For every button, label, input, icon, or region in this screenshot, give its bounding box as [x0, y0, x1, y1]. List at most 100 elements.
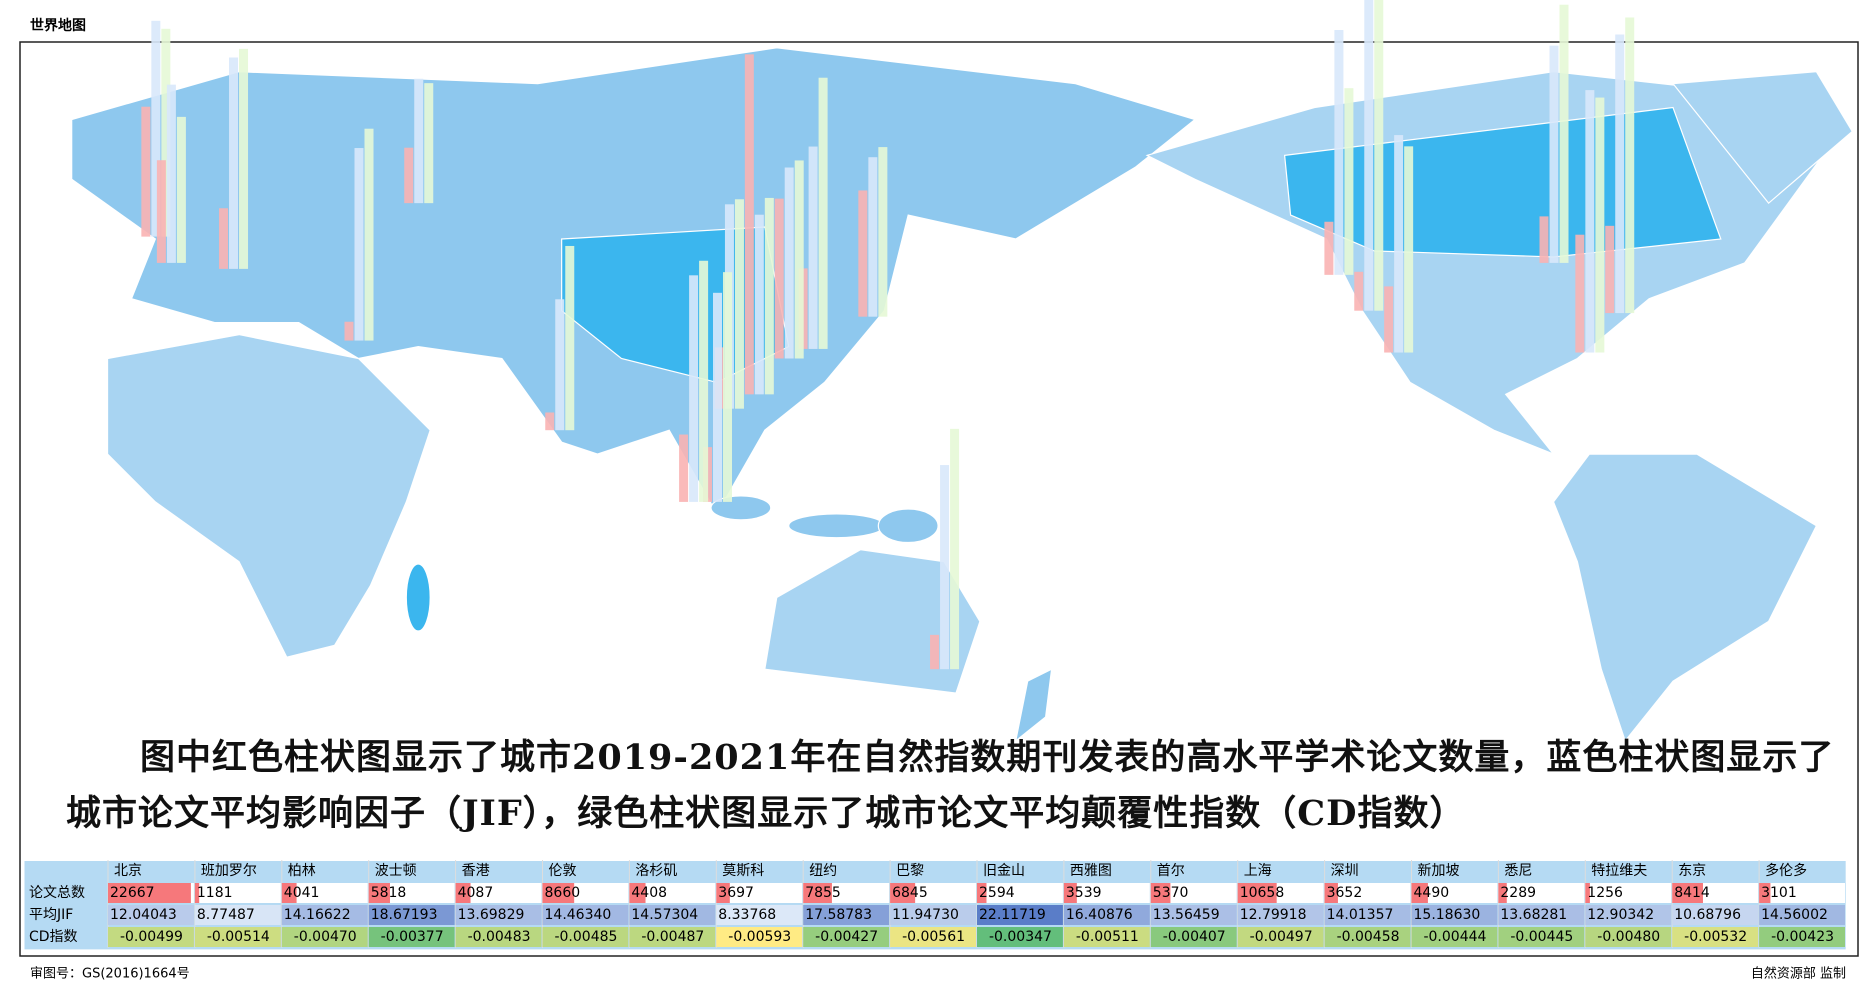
- cell-value: 3539: [1066, 885, 1102, 901]
- cell-heat: [1237, 905, 1324, 925]
- cell-value: 2289: [1500, 885, 1536, 901]
- cell-bg: [1150, 883, 1237, 903]
- cell-value: 22.11719: [979, 907, 1046, 923]
- cell-value: 14.46340: [545, 907, 612, 923]
- jif-bar: [754, 214, 764, 395]
- cell-databar: [890, 883, 916, 903]
- cell-bg: [455, 883, 542, 903]
- cell-heat: [368, 927, 455, 947]
- cell-value: -0.00499: [120, 929, 183, 945]
- cell-bg: [977, 883, 1063, 903]
- jif-bar: [808, 146, 818, 349]
- cell-databar: [1324, 883, 1338, 903]
- cell-value: 3697: [718, 885, 754, 901]
- cell-heat: [1672, 905, 1759, 925]
- cell-value: -0.00511: [1076, 929, 1139, 945]
- new-zealand: [1014, 668, 1053, 743]
- cd-bar: [1625, 17, 1635, 314]
- paper-bar: [930, 634, 940, 670]
- cell-heat: [1063, 927, 1150, 947]
- cell-heat: [1672, 927, 1759, 947]
- cell-value: 2594: [979, 885, 1015, 901]
- cell-value: 15.18630: [1414, 907, 1481, 923]
- cell-heat: [803, 905, 890, 925]
- map-title: 世界地图: [30, 17, 86, 34]
- cell-heat: [716, 905, 803, 925]
- cell-bg: [1498, 883, 1585, 903]
- cd-bar: [723, 272, 732, 502]
- column-header: 北京: [114, 863, 142, 879]
- cell-databar: [1498, 883, 1507, 903]
- cd-bar: [161, 28, 171, 237]
- greenland: [1671, 71, 1854, 205]
- cell-value: 11.94730: [892, 907, 959, 923]
- column-header: 伦敦: [549, 863, 577, 879]
- paper-bar: [679, 434, 689, 502]
- paper-bar: [219, 208, 229, 269]
- cell-value: -0.00444: [1423, 929, 1486, 945]
- cell-bg: [1324, 883, 1411, 903]
- jif-bar: [1394, 135, 1404, 353]
- column-header: 巴黎: [896, 863, 924, 879]
- cell-databar: [281, 883, 297, 903]
- cell-value: -0.00445: [1510, 929, 1573, 945]
- paper-bar: [1354, 271, 1364, 311]
- column-header: 东京: [1678, 863, 1706, 879]
- cell-value: 12.04043: [110, 907, 177, 923]
- cd-bar: [734, 199, 744, 409]
- column-header: 首尔: [1157, 863, 1185, 879]
- column-header: 香港: [462, 863, 490, 879]
- cell-heat: [455, 905, 542, 925]
- cd-bar: [1559, 4, 1569, 263]
- cell-bg: [194, 883, 281, 903]
- cd-bar: [176, 116, 186, 263]
- jif-bar: [229, 57, 239, 269]
- cell-value: -0.00347: [989, 929, 1052, 945]
- cell-heat: [1150, 927, 1237, 947]
- cell-value: -0.00593: [728, 929, 791, 945]
- cell-value: -0.00470: [294, 929, 357, 945]
- cell-value: 16.40876: [1066, 907, 1133, 923]
- cell-value: 14.16622: [284, 907, 351, 923]
- cell-value: 4490: [1414, 885, 1450, 901]
- cell-heat: [803, 927, 890, 947]
- cell-heat: [1498, 905, 1585, 925]
- paper-bar: [156, 160, 166, 263]
- jif-bar: [555, 299, 565, 431]
- jif-bar: [1549, 45, 1559, 263]
- cell-databar: [1759, 883, 1771, 903]
- cell-bg: [1759, 883, 1845, 903]
- cell-value: 14.56002: [1761, 907, 1828, 923]
- cell-heat: [629, 905, 716, 925]
- row-label: CD指数: [29, 929, 78, 945]
- cell-heat: [1759, 905, 1845, 925]
- cell-heat: [890, 927, 976, 947]
- cell-value: 3101: [1761, 885, 1797, 901]
- cell-value: 4087: [458, 885, 494, 901]
- cell-value: 1181: [197, 885, 233, 901]
- cell-value: -0.00483: [468, 929, 531, 945]
- islands: [877, 508, 939, 544]
- column-header: 悉尼: [1504, 863, 1532, 879]
- paper-bar: [774, 198, 784, 359]
- cell-bg: [368, 883, 455, 903]
- cell-databar: [542, 883, 575, 903]
- cell-value: 8.77487: [197, 907, 255, 923]
- column-header: 莫斯科: [722, 863, 764, 879]
- cell-heat: [1324, 927, 1411, 947]
- cell-heat: [455, 927, 542, 947]
- cell-value: -0.00423: [1771, 929, 1834, 945]
- cell-heat: [1498, 927, 1585, 947]
- jif-bar: [784, 167, 794, 359]
- cell-heat: [629, 927, 716, 947]
- cell-heat: [1585, 927, 1672, 947]
- cd-bar: [1344, 88, 1354, 275]
- jif-bar: [1615, 34, 1625, 314]
- cell-value: 5818: [371, 885, 407, 901]
- paper-bar: [1384, 286, 1394, 353]
- cell-value: -0.00487: [641, 929, 704, 945]
- cell-value: -0.00561: [902, 929, 965, 945]
- cell-databar: [194, 883, 200, 903]
- cell-value: 8414: [1674, 885, 1710, 901]
- cell-heat: [1324, 905, 1411, 925]
